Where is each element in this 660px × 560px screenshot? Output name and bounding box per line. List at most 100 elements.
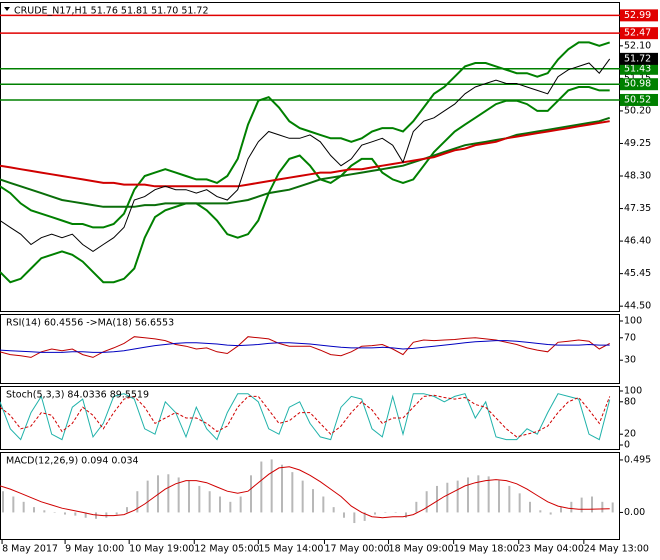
histogram-bar bbox=[198, 485, 201, 513]
histogram-bar bbox=[467, 477, 469, 513]
histogram-bar bbox=[270, 459, 273, 513]
level-label: 50.98 bbox=[624, 79, 651, 90]
histogram-bar bbox=[539, 510, 542, 513]
histogram-bar bbox=[53, 512, 56, 513]
histogram-bar bbox=[126, 507, 128, 513]
y-tick-label: 46.40 bbox=[624, 236, 651, 247]
histogram-bar bbox=[332, 507, 335, 513]
y-tick-label: 0.495 bbox=[624, 454, 651, 465]
x-tick-label: 24 May 13:00 bbox=[584, 544, 649, 555]
x-tick-label: 18 May 09:00 bbox=[389, 544, 454, 555]
level-label: 52.99 bbox=[624, 10, 651, 21]
histogram-bar bbox=[353, 512, 356, 524]
panel-title: CRUDE_N17,H1 51.76 51.81 51.70 51.72 bbox=[14, 6, 209, 17]
y-tick-label: 20 bbox=[624, 429, 636, 440]
y-tick-label: 44.50 bbox=[624, 301, 651, 312]
histogram-bar bbox=[415, 501, 418, 513]
panel-frame bbox=[0, 2, 620, 312]
histogram-bar bbox=[549, 512, 552, 515]
histogram-bar bbox=[64, 512, 66, 515]
y-tick-label: 45.45 bbox=[624, 268, 651, 279]
histogram-bar bbox=[518, 493, 521, 513]
histogram-bar bbox=[74, 512, 77, 516]
histogram-bar bbox=[591, 496, 593, 513]
histogram-bar bbox=[374, 512, 376, 515]
level-tag bbox=[620, 78, 658, 91]
menu-arrow bbox=[4, 7, 10, 11]
histogram-bar bbox=[105, 512, 108, 518]
histogram-bar bbox=[239, 496, 242, 513]
last-price-tag bbox=[620, 52, 658, 65]
series-line bbox=[0, 340, 610, 353]
histogram-bar bbox=[477, 475, 480, 513]
level-tag bbox=[620, 27, 658, 40]
y-tick-label: 100 bbox=[624, 316, 642, 327]
histogram-bar bbox=[22, 501, 25, 513]
y-tick-label: 80 bbox=[624, 396, 636, 407]
level-label: 51.43 bbox=[624, 63, 651, 74]
y-tick-label: 49.25 bbox=[624, 138, 651, 149]
level-label: 52.47 bbox=[624, 28, 651, 39]
histogram-bar bbox=[12, 496, 15, 513]
histogram-bar bbox=[343, 512, 345, 518]
series-line bbox=[0, 466, 610, 519]
histogram-bar bbox=[115, 512, 118, 515]
y-tick-label: 30 bbox=[624, 355, 636, 366]
y-tick-label: 100 bbox=[624, 386, 642, 397]
panel-title: Stoch(5,3,3) 84.0336 89.5519 bbox=[6, 390, 149, 401]
histogram-bar bbox=[167, 474, 170, 513]
histogram-bar bbox=[219, 496, 221, 513]
histogram-bar bbox=[456, 480, 459, 513]
histogram-bar bbox=[136, 491, 139, 513]
series-line bbox=[0, 120, 610, 188]
histogram-bar bbox=[312, 489, 314, 513]
series-line bbox=[0, 394, 611, 438]
y-tick-label: 50.20 bbox=[624, 105, 651, 116]
histogram-bar bbox=[498, 480, 500, 513]
histogram-bar bbox=[611, 502, 614, 513]
panel-title: MACD(12,26,9) 0.094 0.034 bbox=[6, 456, 139, 467]
histogram-bar bbox=[177, 477, 180, 513]
y-tick-label: 70 bbox=[624, 332, 636, 343]
histogram-bar bbox=[146, 480, 149, 513]
y-tick-label: 48.30 bbox=[624, 171, 651, 182]
x-tick-label: 10 May 19:00 bbox=[129, 544, 194, 555]
series-line bbox=[0, 86, 610, 284]
histogram-bar bbox=[446, 482, 449, 513]
level-tag bbox=[620, 9, 658, 22]
series-line bbox=[0, 116, 611, 208]
x-tick-label: 17 May 00:00 bbox=[324, 544, 389, 555]
x-tick-label: 23 May 04:00 bbox=[519, 544, 584, 555]
y-tick-label: 47.35 bbox=[624, 203, 651, 214]
panel-frame bbox=[0, 386, 620, 450]
series-line bbox=[0, 393, 611, 441]
histogram-bar bbox=[405, 512, 407, 518]
panel-frame bbox=[0, 452, 620, 540]
histogram-bar bbox=[394, 512, 397, 513]
panel-frame bbox=[0, 314, 620, 384]
y-tick-label: 52.10 bbox=[624, 40, 651, 51]
histogram-bar bbox=[43, 510, 46, 513]
histogram-bar bbox=[84, 512, 87, 518]
histogram-bar bbox=[384, 512, 387, 513]
y-tick-label: 0.00 bbox=[624, 507, 645, 518]
y-tick-label: 0 bbox=[624, 440, 630, 451]
histogram-bar bbox=[95, 512, 97, 519]
x-tick-label: 12 May 05:00 bbox=[194, 544, 259, 555]
histogram-bar bbox=[33, 507, 35, 513]
histogram-bar bbox=[260, 461, 263, 513]
x-tick-label: 15 May 14:00 bbox=[258, 544, 323, 555]
histogram-bar bbox=[436, 485, 438, 513]
histogram-bar bbox=[188, 480, 190, 513]
histogram-bar bbox=[291, 472, 294, 513]
histogram-bar bbox=[425, 491, 428, 513]
histogram-bar bbox=[580, 497, 583, 513]
histogram-bar bbox=[529, 501, 531, 513]
series-line bbox=[0, 41, 611, 229]
histogram-bar bbox=[2, 491, 4, 513]
histogram-bar bbox=[487, 476, 490, 513]
histogram-bar bbox=[560, 507, 562, 513]
level-tag bbox=[620, 93, 658, 106]
histogram-bar bbox=[208, 491, 211, 513]
